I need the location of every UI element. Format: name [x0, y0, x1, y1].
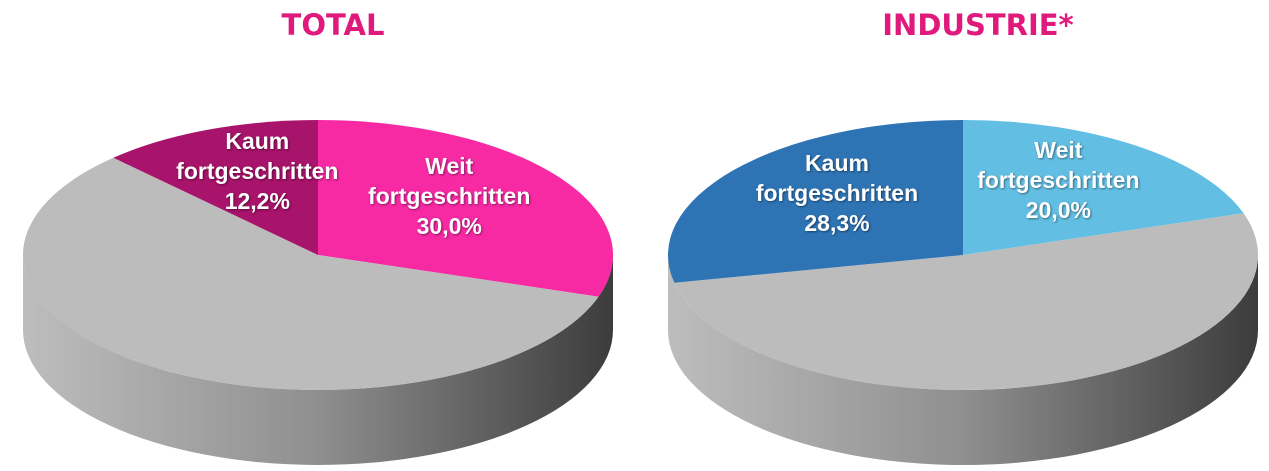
- value-label: 20,0%: [1025, 196, 1091, 223]
- value-label: 30,0%: [416, 213, 482, 240]
- value-label: 12,2%: [224, 188, 290, 215]
- pie-slice: [22, 157, 599, 391]
- pie-side: [23, 255, 613, 465]
- slice-label: Weit fortgeschritten: [977, 136, 1140, 193]
- chart-title: TOTAL: [281, 8, 385, 42]
- chart-title: INDUSTRIE*: [882, 8, 1074, 42]
- value-label: 28,3%: [804, 210, 870, 237]
- pie-slice: [318, 120, 613, 297]
- pie-slice: [963, 120, 1244, 255]
- pie-slice: [113, 120, 318, 255]
- pie-slice: [668, 120, 963, 283]
- pie-side: [668, 255, 1258, 465]
- slice-label: Kaum fortgeschritten: [755, 150, 919, 207]
- slice-label: Weit fortgeschritten: [368, 153, 531, 210]
- pie-slice: [674, 213, 1258, 390]
- slice-label: Kaum fortgeschritten: [176, 128, 339, 185]
